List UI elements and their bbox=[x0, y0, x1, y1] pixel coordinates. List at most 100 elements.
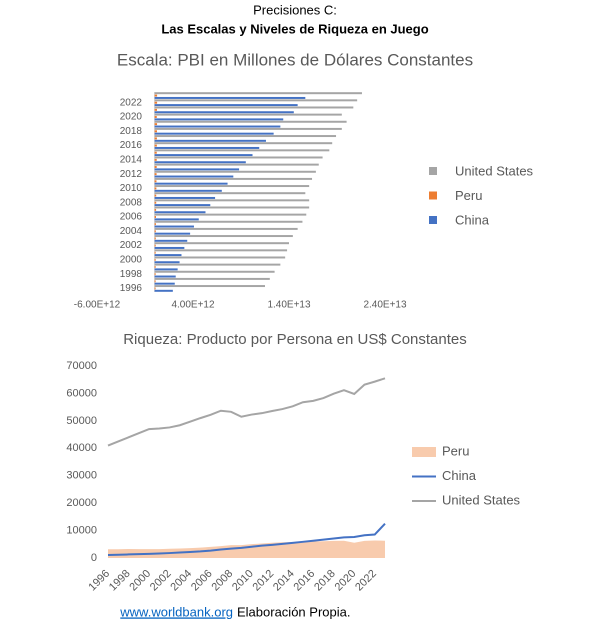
legend-swatch bbox=[429, 191, 437, 200]
x-tick-label: 1998 bbox=[107, 568, 133, 594]
footer-text: Elaboración Propia. bbox=[237, 604, 350, 619]
bar bbox=[154, 104, 298, 107]
bar bbox=[154, 163, 319, 166]
bar bbox=[154, 275, 176, 278]
x-tick-label: 2012 bbox=[251, 568, 277, 594]
bar bbox=[154, 218, 199, 221]
y-tick-label: 2020 bbox=[120, 112, 143, 123]
bar bbox=[154, 127, 342, 130]
legend-label: Peru bbox=[442, 443, 469, 458]
line bbox=[107, 377, 386, 447]
source-link[interactable]: www.worldbank.org bbox=[119, 604, 233, 619]
y-tick-label: 2012 bbox=[120, 169, 143, 180]
bar bbox=[154, 144, 157, 147]
y-tick-label: 2008 bbox=[120, 197, 143, 208]
bar bbox=[154, 225, 194, 228]
x-tick-label: 2022 bbox=[353, 568, 379, 594]
bar bbox=[154, 173, 157, 176]
y-tick-label: 2010 bbox=[120, 183, 143, 194]
bar bbox=[154, 270, 275, 273]
y-tick-label: 2000 bbox=[120, 254, 143, 265]
y-tick-label: 2006 bbox=[120, 212, 143, 223]
bar bbox=[154, 232, 191, 235]
bar bbox=[154, 101, 158, 104]
bar bbox=[154, 285, 265, 288]
bar bbox=[154, 123, 158, 126]
bar bbox=[154, 125, 281, 128]
y-tick-label: 40000 bbox=[66, 442, 97, 454]
y-tick-label: 30000 bbox=[66, 470, 97, 482]
line bbox=[107, 523, 386, 556]
x-tick-label: 2016 bbox=[292, 568, 318, 594]
bar bbox=[154, 211, 206, 214]
x-tick-label: 2008 bbox=[209, 568, 235, 594]
bar bbox=[154, 287, 156, 290]
page-subtitle: Precisiones C: bbox=[253, 2, 337, 17]
y-tick-label: 2022 bbox=[120, 97, 143, 108]
bar bbox=[154, 282, 175, 285]
bar bbox=[154, 194, 157, 197]
x-tick-label: 2014 bbox=[271, 568, 297, 594]
bar bbox=[154, 268, 178, 271]
bar bbox=[154, 256, 286, 259]
bar bbox=[154, 130, 157, 133]
bar bbox=[154, 142, 333, 145]
y-tick-label: 2002 bbox=[120, 240, 143, 251]
bar bbox=[154, 237, 156, 240]
bar bbox=[154, 204, 211, 207]
legend-label: China bbox=[442, 468, 477, 483]
legend-label: China bbox=[455, 212, 490, 227]
bar bbox=[154, 135, 337, 138]
y-tick-label: 50000 bbox=[66, 415, 97, 427]
bar bbox=[154, 263, 281, 266]
bar bbox=[154, 220, 303, 223]
y-tick-label: 20000 bbox=[66, 497, 97, 509]
y-tick-label: 1996 bbox=[120, 283, 143, 294]
x-tick-label: 1.40E+13 bbox=[267, 300, 311, 311]
x-tick-label: 2018 bbox=[312, 568, 338, 594]
bar bbox=[154, 258, 156, 261]
bar bbox=[154, 146, 260, 149]
bar bbox=[154, 216, 156, 218]
bar bbox=[154, 161, 246, 164]
bar bbox=[154, 230, 156, 233]
bar bbox=[154, 92, 362, 95]
bar bbox=[154, 289, 173, 292]
bar bbox=[154, 261, 180, 264]
bar bbox=[154, 251, 156, 254]
legend-swatch bbox=[429, 216, 437, 224]
bar bbox=[154, 94, 158, 97]
bar bbox=[154, 182, 228, 185]
bar bbox=[154, 168, 240, 171]
x-tick-label: 2020 bbox=[333, 568, 359, 594]
bar bbox=[154, 139, 266, 142]
y-tick-label: 70000 bbox=[66, 360, 97, 372]
page-title: Las Escalas y Niveles de Riqueza en Jueg… bbox=[161, 21, 428, 36]
bar bbox=[154, 170, 316, 173]
legend-swatch bbox=[412, 447, 436, 457]
bar bbox=[154, 223, 156, 226]
bar bbox=[154, 192, 306, 195]
bar bbox=[154, 149, 330, 152]
bar bbox=[154, 108, 157, 111]
legend-label: United States bbox=[442, 492, 521, 507]
bar bbox=[154, 249, 288, 252]
bar bbox=[154, 156, 323, 159]
bar bbox=[154, 175, 234, 178]
bar bbox=[154, 106, 354, 109]
legend-label: United States bbox=[455, 163, 534, 178]
x-tick-label: 2010 bbox=[230, 568, 256, 594]
bar bbox=[154, 235, 293, 238]
y-tick-label: 60000 bbox=[66, 387, 97, 399]
bar bbox=[154, 120, 347, 123]
x-tick-label: 2004 bbox=[168, 568, 194, 594]
area bbox=[108, 540, 385, 558]
bar bbox=[154, 254, 182, 257]
y-tick-label: 2018 bbox=[120, 126, 143, 137]
y-tick-label: 2014 bbox=[120, 154, 143, 165]
x-tick-label: 2000 bbox=[127, 568, 153, 594]
bar bbox=[154, 206, 310, 209]
legend-label: Peru bbox=[455, 188, 482, 203]
bar bbox=[154, 244, 156, 247]
